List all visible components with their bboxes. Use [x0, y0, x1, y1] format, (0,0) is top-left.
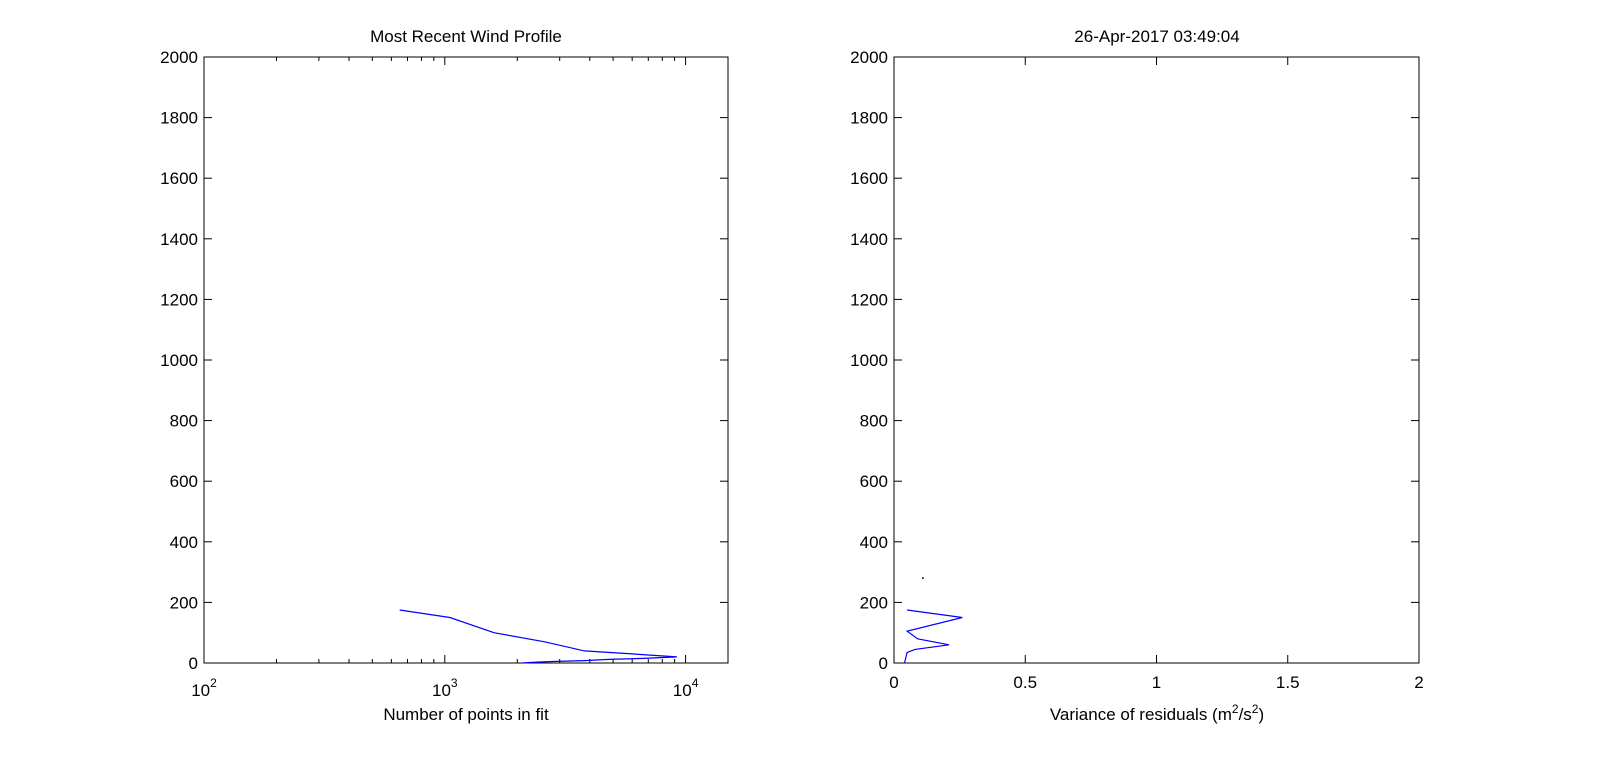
y-tick-label: 400 — [170, 533, 198, 552]
y-tick-label: 400 — [860, 533, 888, 552]
y-tick-label: 600 — [860, 472, 888, 491]
axes-wind-profile: Most Recent Wind Profile 020040060080010… — [160, 27, 729, 724]
chart-title: 26-Apr-2017 03:49:04 — [1074, 27, 1239, 46]
y-tick-label: 1800 — [160, 109, 198, 128]
y-tick-label: 1600 — [850, 169, 888, 188]
y-tick-label: 800 — [170, 412, 198, 431]
x-tick-label: 104 — [673, 676, 699, 700]
y-axis: 0 200 400 600 800 1000 1200 1400 1600 1800 2000 — [160, 48, 728, 673]
x-tick-label: 103 — [432, 676, 458, 700]
y-tick-label: 1400 — [160, 230, 198, 249]
y-tick-label: 2000 — [160, 48, 198, 67]
y-tick-label: 1600 — [160, 169, 198, 188]
x-tick-label: 2 — [1414, 673, 1423, 692]
series-line — [399, 609, 677, 664]
x-axis-label: Variance of residuals (m2/s2) — [1050, 702, 1264, 724]
y-tick-label: 600 — [170, 472, 198, 491]
x-tick-label: 102 — [191, 676, 217, 700]
y-tick-label: 1000 — [850, 351, 888, 370]
x-tick-label: 1.5 — [1276, 673, 1300, 692]
y-tick-label: 200 — [170, 593, 198, 612]
y-tick-label: 1200 — [160, 290, 198, 309]
data-point — [922, 577, 924, 579]
x-tick-label: 1 — [1152, 673, 1161, 692]
series-line — [903, 609, 963, 664]
x-tick-label: 0.5 — [1013, 673, 1037, 692]
series-group — [399, 609, 677, 664]
y-tick-label: 200 — [860, 593, 888, 612]
y-tick-label: 1800 — [850, 109, 888, 128]
x-tick-label: 0 — [889, 673, 898, 692]
x-axis: 0 0.5 1 1.5 2 — [889, 57, 1424, 692]
series-group — [903, 577, 963, 664]
y-tick-label: 1400 — [850, 230, 888, 249]
y-tick-label: 2000 — [850, 48, 888, 67]
y-tick-label: 800 — [860, 412, 888, 431]
y-tick-label: 1000 — [160, 351, 198, 370]
y-tick-label: 0 — [879, 654, 888, 673]
y-tick-label: 1200 — [850, 290, 888, 309]
axes-variance: 26-Apr-2017 03:49:04 0200400600800100012… — [850, 27, 1424, 724]
x-axis-label: Number of points in fit — [383, 705, 549, 724]
y-tick-label: 0 — [189, 654, 198, 673]
x-axis: 102 103 104 — [191, 57, 699, 700]
chart-title: Most Recent Wind Profile — [370, 27, 562, 46]
y-axis: 0 200 400 600 800 1000 1200 1400 1600 1800 2000 — [850, 48, 1419, 673]
plot-frame — [893, 56, 1420, 664]
plot-frame — [203, 56, 729, 664]
